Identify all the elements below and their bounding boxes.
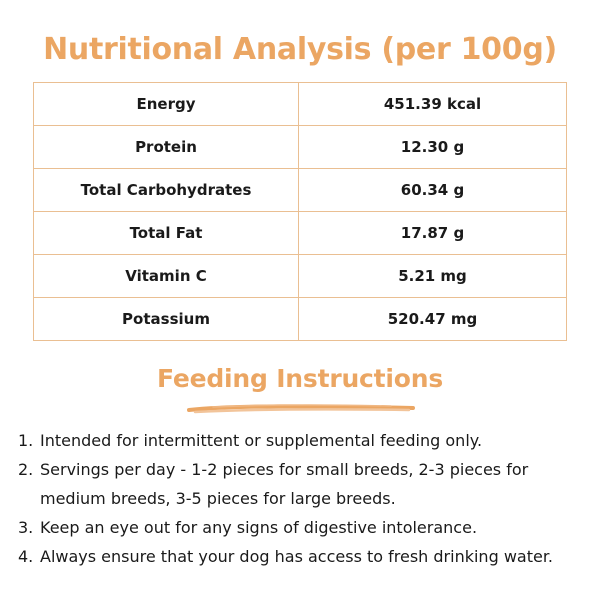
list-item: 1. Intended for intermittent or suppleme… (18, 426, 588, 455)
step-number: 1. (18, 431, 34, 450)
nutrient-label: Protein (33, 125, 299, 169)
list-item: 4. Always ensure that your dog has acces… (18, 542, 588, 571)
nutrient-label: Vitamin C (33, 254, 299, 298)
nutrition-title: Nutritional Analysis (per 100g) (43, 32, 557, 67)
step-number: 3. (18, 518, 34, 537)
step-text: Intended for intermittent or supplementa… (40, 431, 483, 450)
nutrient-label: Total Carbohydrates (33, 168, 299, 212)
list-item: 3. Keep an eye out for any signs of dige… (18, 513, 588, 542)
nutrient-value: 451.39 kcal (298, 82, 567, 126)
nutrient-label: Potassium (33, 297, 299, 341)
table-row: Potassium 520.47 mg (33, 297, 567, 341)
feeding-title: Feeding Instructions (156, 364, 444, 393)
step-text: Servings per day - 1-2 pieces for small … (40, 460, 529, 508)
table-row: Vitamin C 5.21 mg (33, 254, 567, 298)
list-item: 2. Servings per day - 1-2 pieces for sma… (18, 455, 588, 513)
nutrient-value: 60.34 g (298, 168, 567, 212)
brush-underline (187, 404, 415, 414)
nutrient-value: 17.87 g (298, 211, 567, 255)
step-text: Keep an eye out for any signs of digesti… (40, 518, 478, 537)
nutrient-value: 12.30 g (298, 125, 567, 169)
table-row: Total Fat 17.87 g (33, 211, 567, 255)
nutrient-value: 520.47 mg (298, 297, 567, 341)
nutrient-label: Energy (33, 82, 299, 126)
nutrition-table: Energy 451.39 kcal Protein 12.30 g Total… (33, 82, 567, 341)
step-number: 2. (18, 460, 34, 479)
table-row: Protein 12.30 g (33, 125, 567, 169)
nutrient-label: Total Fat (33, 211, 299, 255)
feeding-steps: 1. Intended for intermittent or suppleme… (18, 426, 588, 571)
table-row: Energy 451.39 kcal (33, 82, 567, 126)
step-text: Always ensure that your dog has access t… (40, 547, 554, 566)
table-row: Total Carbohydrates 60.34 g (33, 168, 567, 212)
step-number: 4. (18, 547, 34, 566)
nutrient-value: 5.21 mg (298, 254, 567, 298)
